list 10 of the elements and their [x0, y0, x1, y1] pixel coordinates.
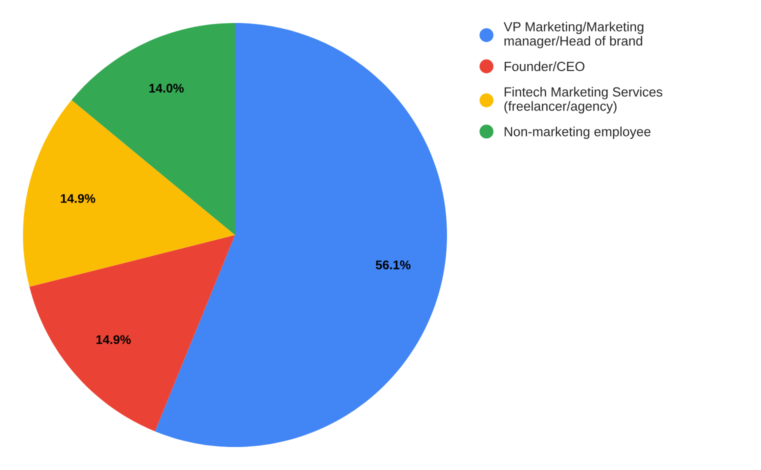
data-label: 14.9% [60, 194, 96, 203]
legend-label: Non-marketing employee [504, 126, 650, 139]
data-label: 14.9% [96, 335, 131, 344]
data-label: 56.1% [376, 260, 411, 270]
legend-label: Fintech Marketing Services (freelancer/agency) [504, 86, 662, 114]
pie-slice [29, 235, 235, 432]
legend-label: VP Marketing/Marketing manager/Head of brand [504, 22, 644, 48]
legend-label: Founder/CEO [504, 61, 584, 72]
pie-slice [23, 100, 235, 287]
data-label: 14.0% [149, 84, 184, 93]
